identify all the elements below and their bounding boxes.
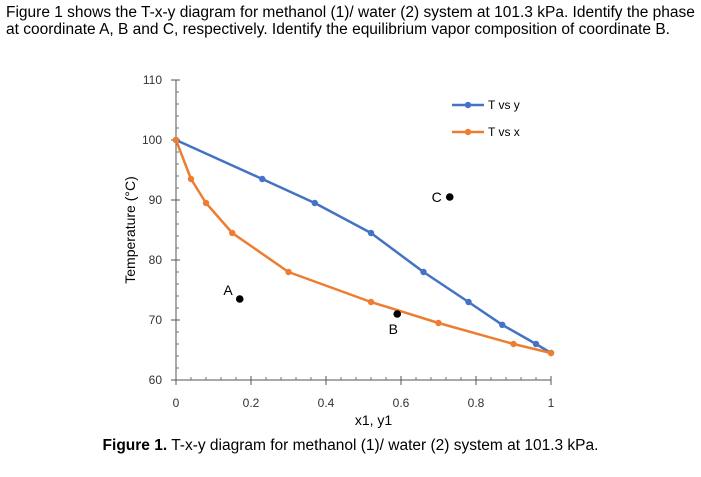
data-point [285, 268, 292, 276]
data-point [259, 175, 266, 183]
y-tick-label: 70 [149, 313, 163, 327]
data-point [435, 319, 442, 327]
data-point [367, 298, 375, 306]
x-tick-label: 1 [548, 396, 555, 410]
legend-label: T vs y [488, 98, 520, 112]
y-tick-label: 60 [149, 373, 163, 387]
chart-axes: 60 70 80 90 100 110 0 0.2 0.4 0.6 0.8 1 x1, y1 Temper… [122, 73, 555, 428]
y-tick-label: 90 [149, 193, 163, 207]
x-tick-label: 0.8 [468, 396, 485, 410]
chart-legend: T vs y T vs x [452, 98, 520, 139]
legend-swatch-marker [464, 128, 472, 136]
annotation-point [445, 193, 454, 201]
data-point [367, 229, 375, 237]
annotation-point [393, 310, 402, 318]
data-point [202, 199, 210, 207]
data-point [547, 349, 555, 357]
y-axis-label: Temperature (°C) [122, 176, 138, 284]
legend-label: T vs x [488, 125, 520, 139]
caption-label: Figure 1. [102, 437, 168, 454]
data-point [532, 340, 540, 348]
data-point [465, 298, 472, 306]
x-tick-label: 0.4 [318, 396, 335, 410]
y-tick-label: 100 [142, 133, 162, 147]
annotation-label: B [389, 321, 398, 337]
data-point [420, 268, 427, 276]
legend-swatch-marker [464, 101, 472, 109]
series-line [175, 138, 552, 355]
y-tick-label: 110 [143, 73, 162, 87]
x-tick-label: 0.6 [393, 396, 410, 410]
data-point [499, 321, 506, 328]
figure-caption: Figure 1. T-x-y diagram for methanol (1)… [0, 437, 701, 455]
x-tick-label: 0 [173, 396, 180, 410]
y-tick-label: 80 [149, 253, 163, 267]
caption-text: T-x-y diagram for methanol (1)/ water (2… [171, 437, 599, 454]
data-point [311, 199, 318, 207]
x-tick-label: 0.2 [243, 396, 260, 410]
data-point [229, 229, 236, 237]
question-text: Figure 1 shows the T-x-y diagram for met… [6, 4, 695, 38]
data-point [187, 175, 195, 183]
chart-marks: A B C [172, 136, 555, 357]
x-axis-label: x1, y1 [355, 412, 393, 428]
data-point [172, 136, 180, 144]
annotation-label: C [432, 189, 442, 205]
annotation-point [235, 295, 244, 303]
data-point [510, 340, 517, 348]
annotation-label: A [223, 282, 233, 298]
